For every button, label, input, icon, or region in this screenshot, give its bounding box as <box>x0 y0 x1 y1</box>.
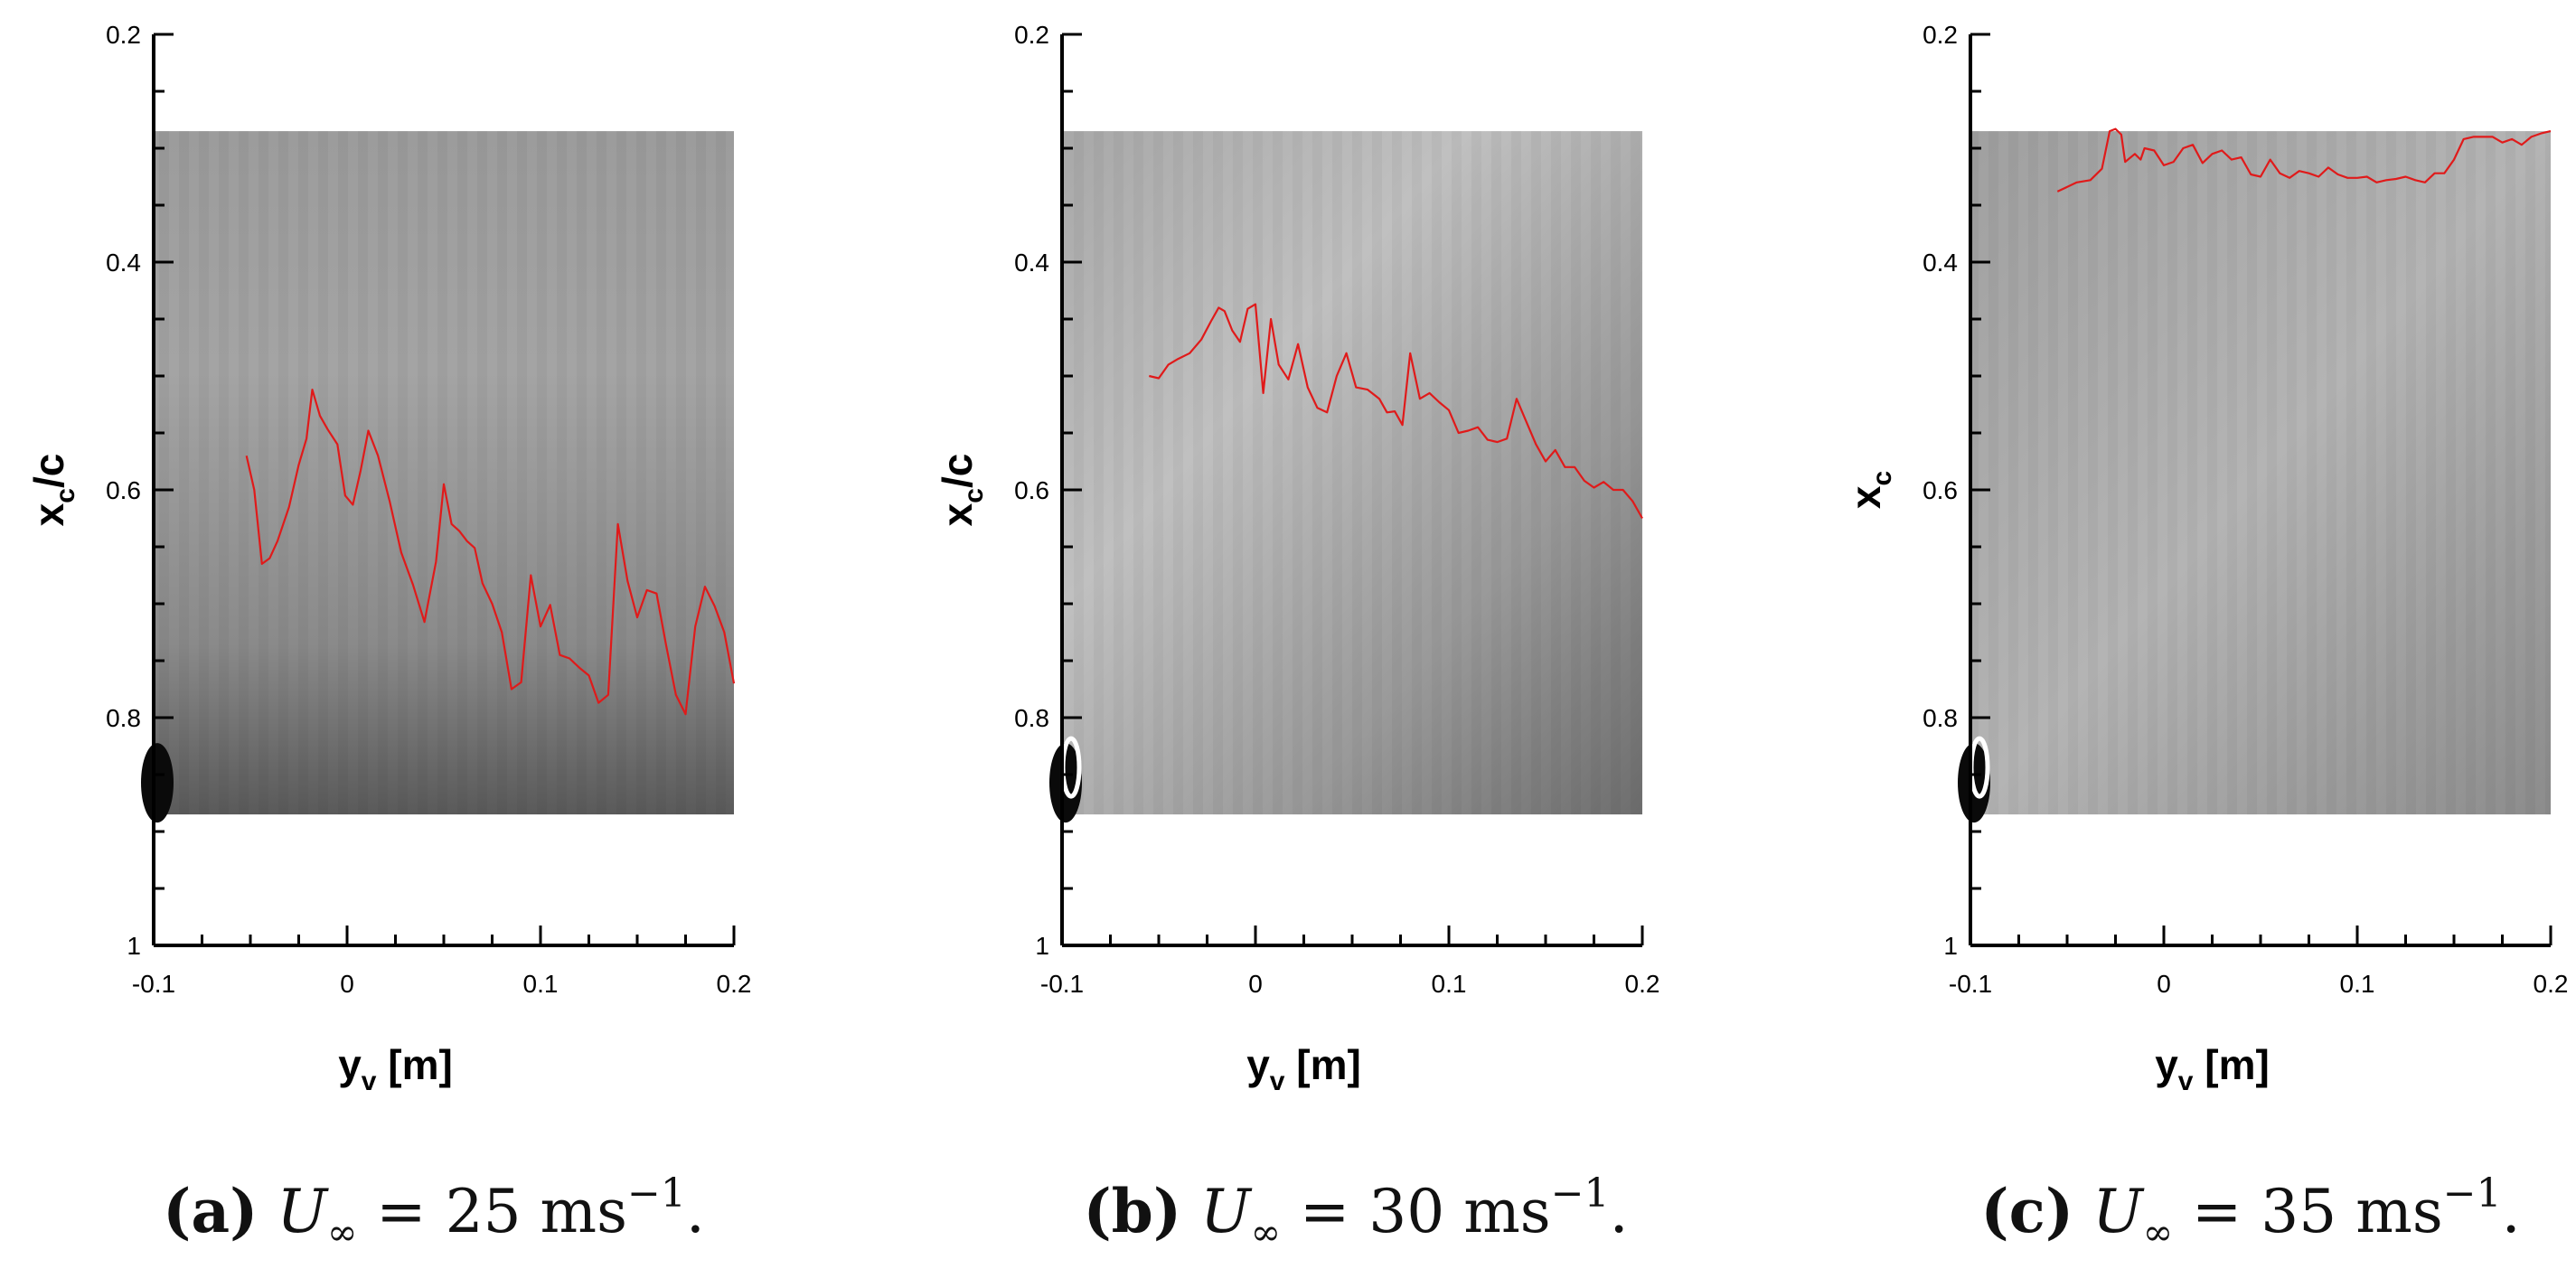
x-axis-title-unit: [m] <box>1284 1041 1360 1088</box>
y-axis-title-suffix: /c <box>25 454 72 488</box>
y-axis-title: xc <box>1842 471 1897 509</box>
x-tick-label: 0 <box>340 970 354 998</box>
x-axis-title-main: y <box>2155 1041 2178 1088</box>
caption-speed-value: = 30 ms <box>1281 1177 1551 1246</box>
y-axis-title-sub: c <box>1867 471 1897 486</box>
x-axis-title-unit: [m] <box>2193 1041 2269 1088</box>
y-tick-label: 0.8 <box>106 704 141 732</box>
y-axis-title-main: x <box>1842 485 1889 509</box>
panel-b: 0.2 0.4 0.6 0.8 1 -0.1 0 0.1 0.2 yv [m] xc/c <box>934 21 1659 1096</box>
flow-image-texture <box>1062 131 1642 815</box>
x-tick-label: 0.2 <box>717 970 752 998</box>
x-tick-label: 0.2 <box>2534 970 2569 998</box>
transition-front-line <box>1149 303 1643 520</box>
x-axis-title-sub: v <box>2178 1067 2194 1096</box>
y-tick-label: 1 <box>127 932 141 960</box>
caption-exponent: −1 <box>2442 1170 2502 1217</box>
caption-c: (c) U∞ = 35 ms−1. <box>1853 1166 2576 1256</box>
image-shadow <box>141 743 174 823</box>
y-axis-title: xc/c <box>25 454 80 527</box>
x-axis-title-unit: [m] <box>376 1041 452 1088</box>
x-axis-title-main: y <box>1246 1041 1270 1088</box>
y-axis-title-suffix: /c <box>934 454 981 488</box>
x-tick-label: 0.2 <box>1625 970 1660 998</box>
transition-front-line <box>245 389 736 716</box>
caption-end: . <box>2501 1177 2521 1246</box>
caption-speed-symbol: U <box>1200 1177 1251 1246</box>
caption-speed-sub: ∞ <box>326 1212 358 1255</box>
transition-front-line <box>2056 127 2552 193</box>
y-tick-label: 0.4 <box>1923 249 1958 277</box>
y-tick-label: 0.4 <box>106 249 141 277</box>
y-tick-label: 0.8 <box>1014 704 1049 732</box>
y-tick-label: 0.8 <box>1923 704 1958 732</box>
caption-speed-sub: ∞ <box>1250 1212 1281 1255</box>
flow-image-texture <box>154 131 734 815</box>
x-axis-title-sub: v <box>362 1067 377 1096</box>
y-tick-label: 0.6 <box>1014 476 1049 504</box>
caption-end: . <box>1609 1177 1629 1246</box>
y-axis-title: xc/c <box>934 454 989 527</box>
caption-b: (b) U∞ = 30 ms−1. <box>958 1166 1753 1256</box>
caption-a: (a) U∞ = 25 ms−1. <box>36 1166 832 1256</box>
y-tick-label: 0.2 <box>1014 21 1049 49</box>
y-tick-label: 1 <box>1943 932 1958 960</box>
y-tick-label: 0.2 <box>1923 21 1958 49</box>
x-tick-label: -0.1 <box>132 970 175 998</box>
panel-c: 0.2 0.4 0.6 0.8 1 -0.1 0 0.1 0.2 yv [m] xc <box>1842 21 2568 1096</box>
x-tick-label: 0.1 <box>523 970 559 998</box>
caption-speed-symbol: U <box>2092 1177 2143 1246</box>
flow-image-texture <box>1970 131 2551 815</box>
x-tick-label: 0 <box>2157 970 2171 998</box>
caption-speed-value: = 25 ms <box>357 1177 627 1246</box>
caption-speed-value: = 35 ms <box>2173 1177 2443 1246</box>
y-tick-label: 0.2 <box>106 21 141 49</box>
x-tick-label: 0.1 <box>2340 970 2375 998</box>
caption-label: (a) <box>163 1176 259 1246</box>
y-axis-title-sub: c <box>51 488 80 503</box>
caption-label: (c) <box>1980 1176 2074 1246</box>
y-tick-label: 0.6 <box>106 476 141 504</box>
x-tick-label: -0.1 <box>1949 970 1992 998</box>
y-axis-title-main: x <box>25 503 72 526</box>
caption-speed-symbol: U <box>277 1177 327 1246</box>
x-axis-title: yv [m] <box>338 1041 453 1096</box>
caption-exponent: −1 <box>627 1170 686 1217</box>
caption-exponent: −1 <box>1550 1170 1610 1217</box>
x-axis-title: yv [m] <box>1246 1041 1361 1096</box>
y-tick-label: 0.6 <box>1923 476 1958 504</box>
x-tick-label: 0 <box>1248 970 1263 998</box>
x-axis-title-sub: v <box>1270 1067 1285 1096</box>
caption-end: . <box>685 1177 705 1246</box>
caption-label: (b) <box>1083 1176 1182 1246</box>
panel-a: 0.2 0.4 0.6 0.8 1 -0.1 0 0.1 0.2 yv [m] xc/c <box>25 21 751 1096</box>
y-tick-label: 1 <box>1035 932 1049 960</box>
x-tick-label: -0.1 <box>1040 970 1084 998</box>
y-tick-label: 0.4 <box>1014 249 1049 277</box>
caption-speed-sub: ∞ <box>2142 1212 2174 1255</box>
x-tick-label: 0.1 <box>1432 970 1467 998</box>
y-axis-title-sub: c <box>959 488 989 503</box>
y-axis-title-main: x <box>934 503 981 526</box>
x-axis-title-main: y <box>338 1041 362 1088</box>
x-axis-title: yv [m] <box>2155 1041 2270 1096</box>
